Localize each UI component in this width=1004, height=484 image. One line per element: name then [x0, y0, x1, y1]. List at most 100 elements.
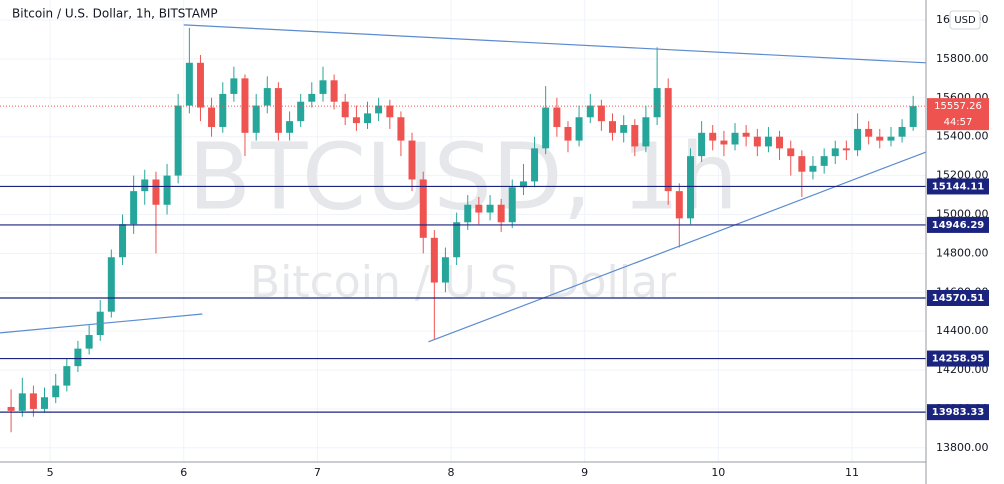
candle-body: [74, 348, 82, 367]
candle-body: [408, 140, 416, 180]
candle-body: [419, 179, 427, 238]
candle-body: [152, 179, 160, 205]
level-label-box: [927, 289, 989, 306]
candle-body: [386, 105, 394, 118]
trendline: [428, 151, 927, 343]
y-tick-label: 14400.00: [936, 324, 989, 337]
candle-body: [664, 88, 672, 192]
candle-body: [486, 204, 494, 213]
candle-body: [519, 181, 527, 188]
candle-body: [297, 101, 305, 122]
candle-body: [820, 156, 828, 166]
y-tick-label: 15400.00: [936, 130, 989, 143]
currency: USD: [954, 15, 976, 26]
last-price-label: 15557.26: [934, 101, 982, 112]
candle-body: [831, 148, 839, 157]
price-axis: [926, 0, 1004, 484]
candle-body: [18, 393, 26, 411]
currency-box[interactable]: [949, 10, 981, 30]
candle-body: [163, 175, 171, 205]
x-tick-label: 8: [448, 466, 455, 479]
candle-body: [107, 257, 115, 312]
candle-body: [196, 62, 204, 108]
candle-body: [241, 78, 249, 133]
level-label: 14258.95: [932, 354, 985, 365]
candle-body: [475, 204, 483, 213]
trendline: [183, 24, 927, 64]
watermark-name: Bitcoin / U.S. Dollar: [250, 257, 677, 308]
candle-body: [185, 62, 193, 106]
candle-body: [29, 393, 37, 409]
candle-body: [787, 148, 795, 157]
candle-body: [52, 385, 60, 398]
trendline: [0, 313, 203, 334]
candle-body: [642, 117, 650, 147]
candle-body: [330, 80, 338, 102]
candle-body: [542, 107, 550, 149]
candle-body: [865, 128, 873, 137]
countdown: 44:57: [944, 117, 973, 128]
candle-body: [854, 128, 862, 151]
candle-body: [63, 366, 71, 386]
level-label-box: [927, 216, 989, 233]
candle-body: [230, 78, 238, 94]
candle-body: [731, 132, 739, 145]
candle-body: [41, 397, 49, 409]
candle-body: [909, 106, 917, 127]
level-label: 14570.51: [932, 293, 985, 304]
candle-body: [7, 406, 15, 411]
candle-body: [364, 113, 372, 124]
candle-body: [85, 335, 93, 349]
y-tick-label: 13800.00: [936, 441, 989, 454]
y-tick-label: 15800.00: [936, 52, 989, 65]
last-price-box: [927, 98, 989, 131]
candle-body: [575, 117, 583, 141]
candle-body: [898, 126, 906, 137]
candle-body: [219, 93, 227, 127]
y-tick-label: 15200.00: [936, 169, 989, 182]
candle-body: [631, 125, 639, 147]
candle-body: [809, 165, 817, 172]
candle-body: [263, 88, 271, 106]
candle-body: [274, 88, 282, 133]
x-tick-label: 6: [180, 466, 187, 479]
candle-body: [453, 222, 461, 258]
x-tick-label: 11: [845, 466, 859, 479]
candle-body: [842, 148, 850, 151]
candle-body: [352, 117, 360, 124]
candle-body: [597, 105, 605, 122]
candle-body: [252, 105, 260, 133]
candle-body: [720, 140, 728, 145]
candle-body: [430, 237, 438, 283]
level-label: 15144.11: [932, 181, 985, 192]
candle-body: [174, 105, 182, 176]
candle-body: [141, 179, 149, 192]
candle-body: [620, 125, 628, 133]
level-label: 13983.33: [932, 407, 985, 418]
candle-body: [742, 132, 750, 137]
candle-body: [764, 136, 772, 147]
candle-body: [130, 191, 138, 225]
x-tick-label: 5: [47, 466, 54, 479]
candle-body: [687, 156, 695, 219]
candle-body: [341, 101, 349, 118]
level-label: 14946.29: [932, 220, 985, 231]
candle-body: [776, 136, 784, 149]
candle-body: [208, 107, 216, 127]
candle-body: [709, 132, 717, 141]
candle-body: [675, 191, 683, 219]
watermark-symbol: BTCUSD, 1h: [188, 123, 738, 230]
candle-body: [564, 126, 572, 141]
x-tick-label: 7: [314, 466, 321, 479]
candle-body: [553, 107, 561, 127]
candle-body: [887, 136, 895, 141]
candle-body: [308, 93, 316, 102]
candle-body: [508, 187, 516, 223]
candle-body: [586, 105, 594, 118]
candle-body: [319, 80, 327, 94]
candle-body: [531, 148, 539, 182]
y-tick-label: 14800.00: [936, 246, 989, 259]
candle-body: [397, 117, 405, 141]
candle-body: [375, 105, 383, 114]
